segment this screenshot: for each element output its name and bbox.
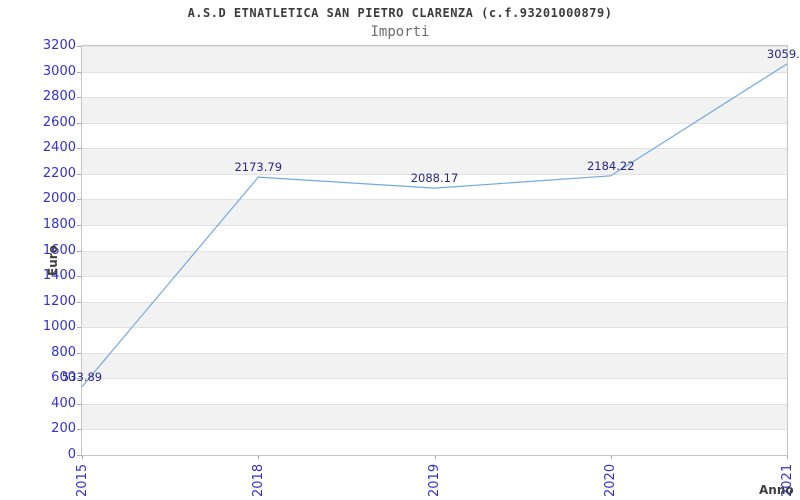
y-tick-label: 3000 xyxy=(42,63,76,79)
x-tick-label: 2018 xyxy=(250,463,266,497)
plot-band xyxy=(82,352,787,379)
plot-band xyxy=(82,122,787,149)
y-tick-label: 2600 xyxy=(42,114,76,130)
plot-area xyxy=(82,46,787,455)
y-tick-label: 400 xyxy=(51,395,76,411)
data-point-label: 2173.79 xyxy=(234,160,283,175)
y-tick-label: 1600 xyxy=(42,242,76,258)
x-tickmark xyxy=(434,456,436,459)
y-tickmark xyxy=(77,250,81,252)
plot-band xyxy=(82,173,787,200)
y-tickmark xyxy=(77,97,81,99)
y-tick-label: 1200 xyxy=(42,293,76,309)
plot-band xyxy=(82,46,787,72)
plot-band xyxy=(82,327,787,353)
chart-title: A.S.D ETNATLETICA SAN PIETRO CLARENZA (c… xyxy=(187,6,613,20)
y-tickmark xyxy=(77,276,81,278)
y-tickmark xyxy=(77,199,81,201)
plot-band xyxy=(82,71,787,98)
x-tickmark xyxy=(258,456,260,459)
x-axis-title: Anno xyxy=(759,483,794,497)
y-tickmark xyxy=(77,224,81,226)
y-tickmark xyxy=(77,71,81,73)
plot-band xyxy=(82,148,787,174)
y-tickmark xyxy=(77,352,81,354)
x-tick-label: 2019 xyxy=(427,463,442,497)
y-tickmark xyxy=(77,378,81,380)
y-tickmark xyxy=(77,148,81,150)
plot-band xyxy=(82,429,787,455)
y-tick-label: 1000 xyxy=(42,319,76,335)
y-tick-label: 2200 xyxy=(42,165,76,181)
plot-band xyxy=(82,301,787,328)
plot-band xyxy=(82,403,787,430)
x-tickmark xyxy=(610,456,612,459)
y-tickmark xyxy=(77,455,81,456)
plot-band xyxy=(82,199,787,225)
y-tick-label: 2000 xyxy=(42,191,76,207)
y-tickmark xyxy=(77,327,81,329)
line-chart-svg xyxy=(82,63,787,388)
y-tick-label: 2800 xyxy=(42,89,76,105)
y-tick-label: 3200 xyxy=(42,38,76,53)
plot-band xyxy=(82,276,787,302)
y-tick-label: 1400 xyxy=(42,268,76,284)
plot-band xyxy=(82,378,787,404)
y-tickmark xyxy=(77,403,81,405)
chart-subtitle: Importi xyxy=(370,24,430,40)
data-point-label: 2184.22 xyxy=(586,158,635,173)
x-tickmark xyxy=(787,456,788,459)
line-series xyxy=(82,63,787,388)
plot-band xyxy=(82,250,787,277)
x-tick-label: 2015 xyxy=(74,463,90,497)
y-tick-label: 600 xyxy=(51,370,76,386)
y-tickmark xyxy=(77,429,81,431)
data-point-label: 533.89 xyxy=(61,369,103,384)
y-tickmark xyxy=(77,301,81,303)
y-tickmark xyxy=(77,173,81,175)
y-axis-title: Euro xyxy=(46,245,60,276)
y-tick-label: 200 xyxy=(51,421,76,437)
data-point-label: 3059.9 xyxy=(766,46,800,61)
x-tick-label: 2020 xyxy=(603,463,619,497)
data-point-label: 2088.17 xyxy=(410,171,459,186)
y-tickmark xyxy=(77,122,81,124)
y-tick-label: 1800 xyxy=(42,216,76,232)
y-tick-label: 2400 xyxy=(42,140,76,156)
plot-band xyxy=(82,97,787,123)
x-tickmark xyxy=(82,456,83,459)
y-tick-label: 0 xyxy=(67,447,76,462)
y-tick-label: 800 xyxy=(51,344,76,360)
y-tickmark xyxy=(77,46,81,47)
